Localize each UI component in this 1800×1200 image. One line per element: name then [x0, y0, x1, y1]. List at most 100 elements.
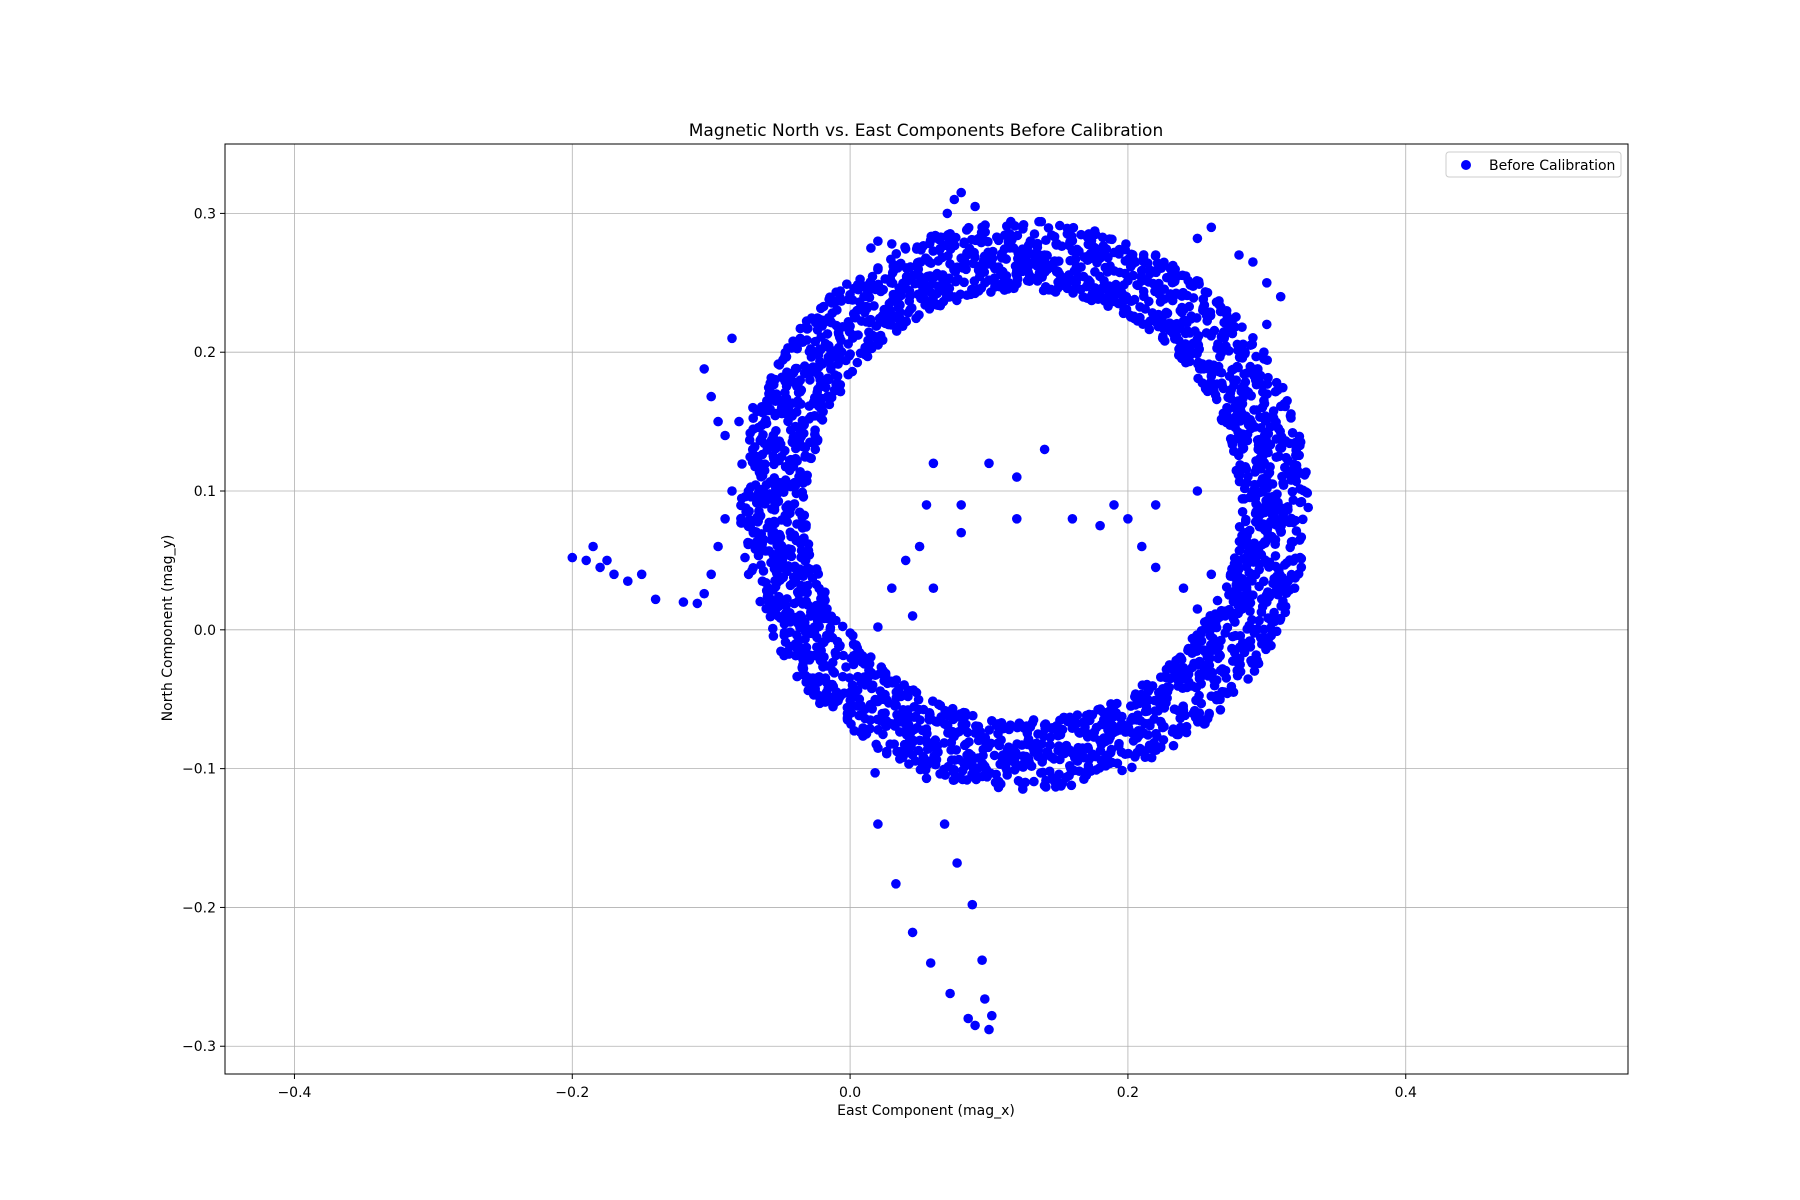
y-tick-label: −0.2	[182, 900, 216, 916]
data-point	[1083, 239, 1094, 250]
data-point	[1150, 286, 1160, 297]
data-point	[1178, 287, 1188, 298]
data-point	[744, 435, 755, 445]
data-point	[1161, 309, 1172, 319]
data-point	[762, 396, 772, 406]
data-point	[744, 506, 754, 517]
data-point	[978, 750, 988, 761]
data-point	[737, 459, 747, 469]
data-point	[945, 988, 955, 999]
data-point	[1259, 576, 1269, 587]
data-point	[827, 298, 837, 308]
data-point	[795, 323, 806, 334]
data-point	[785, 617, 795, 627]
data-point	[928, 246, 938, 256]
legend: Before Calibration	[1445, 151, 1622, 178]
y-tick-label: 0.3	[194, 206, 216, 222]
y-tick-label: 0.0	[194, 623, 216, 639]
data-point	[1026, 761, 1037, 771]
data-point	[1020, 777, 1031, 788]
data-point	[1240, 377, 1251, 387]
data-point	[888, 266, 899, 276]
data-point	[1177, 270, 1188, 281]
data-point	[900, 555, 911, 566]
data-point	[1150, 500, 1161, 510]
data-point	[678, 597, 689, 607]
data-point	[1155, 297, 1166, 307]
data-point	[813, 569, 824, 579]
data-point	[1055, 220, 1065, 231]
data-point	[1243, 674, 1253, 684]
data-point	[1266, 640, 1276, 651]
data-point	[602, 555, 612, 566]
data-point	[1043, 223, 1054, 233]
data-point	[1303, 502, 1313, 513]
data-point	[980, 994, 990, 1004]
data-point	[1261, 495, 1271, 506]
data-point	[824, 399, 835, 410]
data-point	[1204, 710, 1214, 720]
data-point	[713, 541, 723, 552]
data-point	[1184, 677, 1194, 687]
data-point	[1295, 484, 1305, 494]
x-tick-label: 0.0	[839, 1085, 861, 1101]
data-point	[650, 594, 661, 605]
data-point	[706, 569, 716, 580]
data-point	[1289, 583, 1300, 593]
data-point	[706, 391, 716, 402]
data-point	[913, 694, 924, 705]
data-point	[810, 317, 821, 328]
data-point	[903, 308, 913, 318]
data-point	[1126, 312, 1136, 322]
data-point	[1201, 328, 1212, 338]
data-point	[1177, 302, 1187, 313]
data-point	[911, 313, 921, 324]
data-point	[1159, 721, 1169, 732]
data-point	[1298, 514, 1308, 525]
data-point	[960, 711, 970, 721]
data-point	[1196, 698, 1207, 709]
data-point	[1225, 434, 1236, 444]
data-point	[967, 899, 978, 910]
data-point	[1012, 514, 1022, 524]
data-point	[997, 253, 1007, 263]
data-point	[847, 295, 858, 305]
data-point	[736, 493, 747, 504]
data-point	[748, 402, 758, 413]
data-point	[1045, 732, 1056, 743]
data-point	[757, 471, 768, 481]
data-point	[746, 492, 756, 502]
data-point	[1282, 502, 1293, 512]
data-point	[934, 234, 944, 245]
data-point	[984, 250, 994, 260]
data-point	[921, 500, 932, 510]
data-point	[765, 611, 776, 622]
data-point	[1168, 740, 1179, 751]
data-point	[1067, 514, 1078, 524]
data-point	[1215, 705, 1226, 715]
data-point	[1158, 735, 1169, 745]
data-point	[1270, 551, 1281, 561]
data-point	[924, 257, 934, 267]
data-point	[1268, 413, 1279, 424]
data-point	[977, 222, 987, 233]
data-point	[1249, 538, 1260, 548]
data-point	[802, 476, 812, 486]
data-point	[907, 611, 918, 621]
data-point	[1022, 275, 1033, 286]
data-point	[581, 555, 591, 566]
data-point	[1192, 486, 1203, 496]
data-point	[1287, 428, 1298, 438]
data-point	[874, 313, 885, 324]
data-point	[699, 588, 709, 599]
data-point	[791, 650, 801, 661]
data-point	[1165, 263, 1175, 274]
data-point	[1178, 701, 1188, 711]
data-point	[755, 596, 765, 607]
data-point	[900, 244, 911, 254]
data-point	[798, 571, 808, 581]
y-tick-label: 0.2	[194, 345, 216, 361]
data-point	[1054, 769, 1064, 780]
data-point	[873, 819, 883, 829]
data-point	[881, 748, 892, 759]
